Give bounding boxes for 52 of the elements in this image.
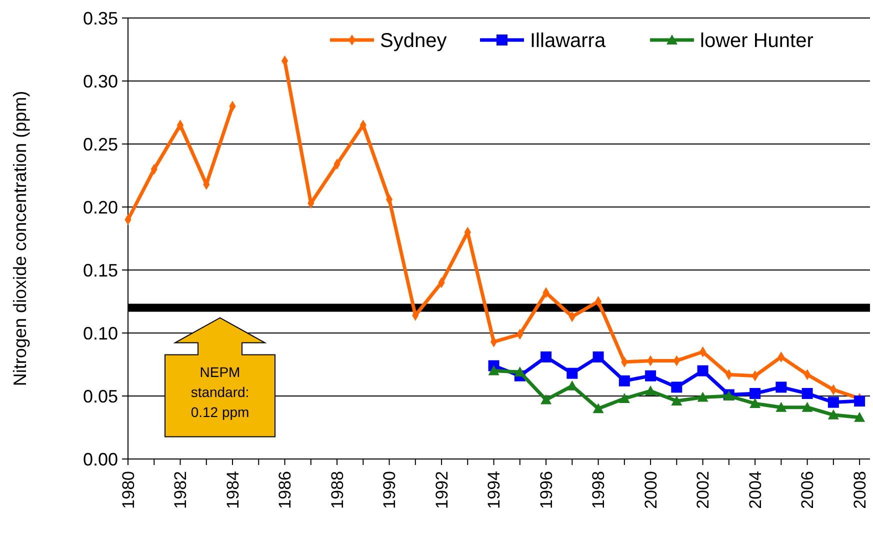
- x-tick-label: 2008: [850, 471, 870, 509]
- point: [540, 394, 552, 404]
- point: [828, 396, 839, 408]
- x-tick-label: 1990: [380, 471, 400, 509]
- x-tick-label: 2002: [694, 471, 713, 509]
- point: [802, 388, 813, 399]
- point: [854, 412, 866, 422]
- x-tick-label: 2000: [641, 471, 660, 509]
- x-tick-label: 1984: [223, 471, 242, 509]
- x-tick-label: 1980: [118, 471, 138, 509]
- point: [697, 365, 708, 376]
- point: [750, 398, 761, 408]
- point: [645, 370, 656, 382]
- y-tick-label: 0.30: [82, 71, 118, 92]
- point: [671, 382, 682, 393]
- x-tick-label: 1996: [536, 471, 556, 509]
- point: [645, 385, 656, 396]
- point: [697, 392, 708, 402]
- legend-label: Illawarra: [530, 30, 606, 52]
- x-tick-label: 2004: [746, 471, 765, 509]
- y-tick-label: 0.05: [82, 386, 118, 406]
- legend-label: lower Hunter: [700, 30, 814, 52]
- point: [618, 375, 630, 386]
- point: [566, 368, 578, 379]
- y-tick-label: 0.00: [82, 449, 118, 470]
- point: [592, 351, 604, 362]
- x-tick-label: 2006: [798, 471, 818, 509]
- x-tick-label: 1986: [276, 471, 295, 509]
- point: [488, 365, 500, 376]
- point: [540, 351, 552, 362]
- y-tick-label: 0.25: [82, 134, 118, 154]
- x-tick-label: 1994: [484, 471, 504, 509]
- y-tick-label: 0.20: [82, 197, 118, 218]
- point: [802, 402, 813, 412]
- point: [776, 402, 787, 412]
- x-tick-label: 1988: [328, 471, 347, 509]
- point: [618, 393, 630, 404]
- legend-label: Sydney: [380, 30, 447, 52]
- point: [776, 382, 787, 393]
- y-tick-label: 0.15: [82, 260, 118, 280]
- x-tick-label: 1982: [171, 471, 190, 509]
- y-tick-label: 0.10: [82, 323, 118, 344]
- y-axis-title: Nitrogen dioxide concentration (ppm): [10, 90, 30, 386]
- annotation: NEPM standard: 0.12 ppm: [190, 364, 250, 420]
- x-tick-label: 1992: [432, 471, 452, 509]
- y-tick-label: 0.35: [82, 8, 118, 28]
- point: [828, 409, 839, 420]
- x-tick-label: 1998: [589, 471, 608, 509]
- point: [750, 388, 761, 399]
- point: [592, 403, 604, 414]
- point: [514, 366, 526, 377]
- point: [671, 396, 682, 406]
